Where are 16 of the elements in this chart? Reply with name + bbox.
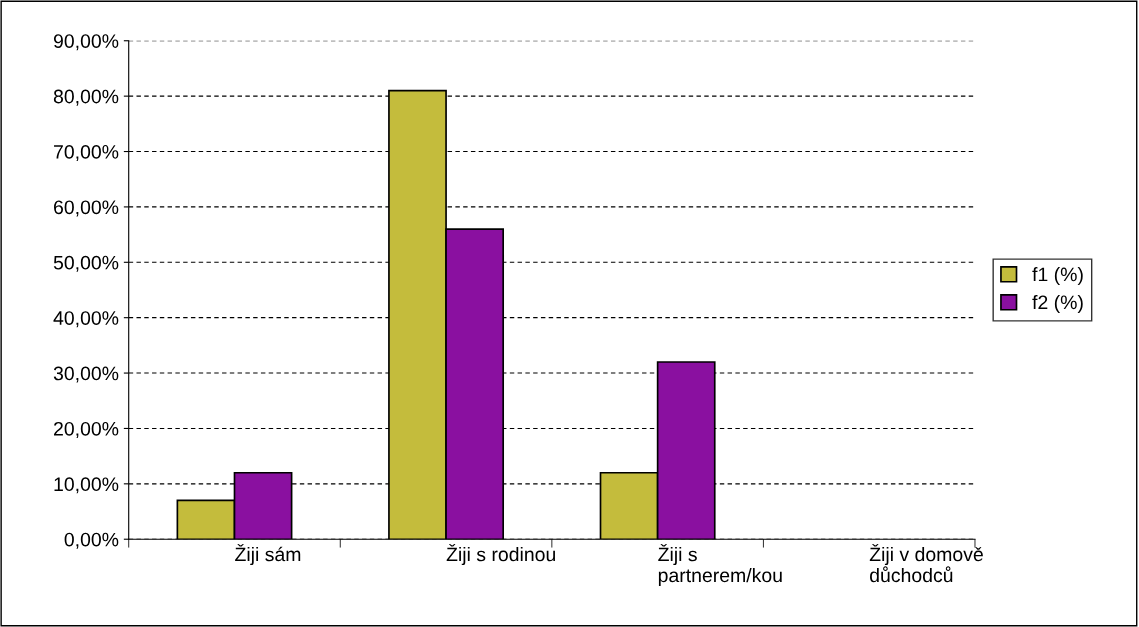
x-tick-label: Žiji s partnerem/kou bbox=[658, 544, 782, 587]
y-tick-label: 20,00% bbox=[54, 421, 119, 438]
y-tick-label: 50,00% bbox=[53, 255, 119, 272]
y-tick-label: 10,00% bbox=[54, 477, 119, 494]
legend-label: f2 (%) bbox=[1032, 294, 1083, 314]
y-tick-label: 60,00% bbox=[54, 200, 119, 217]
y-tick-label: 30,00% bbox=[53, 366, 119, 383]
x-tick-label: Žiji v domově důchodců bbox=[869, 544, 983, 583]
y-tick-label: 90,00% bbox=[53, 34, 119, 51]
y-tick-label: 0,00% bbox=[64, 532, 119, 549]
y-tick-label: 80,00% bbox=[53, 89, 119, 106]
y-tick-label: 40,00% bbox=[53, 311, 119, 328]
x-tick-label: Žiji sám bbox=[235, 544, 301, 566]
x-tick-label: Žiji s rodinou bbox=[446, 544, 555, 566]
legend-label: f1 (%) bbox=[1032, 267, 1083, 286]
y-tick-label: 70,00% bbox=[54, 144, 119, 162]
